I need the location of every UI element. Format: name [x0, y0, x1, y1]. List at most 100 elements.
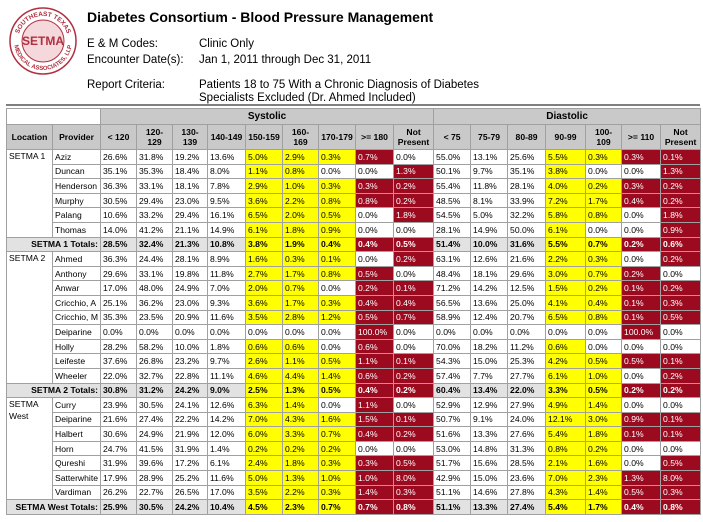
value-cell: 55.4%: [433, 178, 472, 194]
field-value: Jan 1, 2011 through Dec 31, 2011: [199, 54, 372, 66]
value-cell: 0.5%: [660, 309, 702, 326]
column-header: Not Present: [660, 124, 702, 150]
divider: [6, 104, 700, 106]
value-cell: 0.0%: [545, 324, 587, 340]
value-cell: 41.5%: [136, 440, 173, 457]
value-cell: 12.4%: [470, 309, 509, 326]
value-cell: 0.2%: [585, 440, 623, 457]
value-cell: 3.3%: [282, 426, 319, 442]
total-value: 10.4%: [207, 499, 246, 515]
value-cell: 20.9%: [172, 309, 208, 326]
value-cell: 0.9%: [660, 221, 702, 238]
value-cell: 0.5%: [585, 353, 623, 369]
value-cell: 13.1%: [470, 149, 509, 165]
location-cell: SETMA 2: [6, 251, 53, 384]
value-cell: 0.0%: [392, 221, 435, 238]
value-cell: 0.0%: [621, 440, 662, 457]
value-cell: 6.1%: [207, 455, 246, 472]
value-cell: 9.3%: [207, 294, 246, 311]
total-value: 0.6%: [660, 236, 702, 253]
value-cell: 24.1%: [172, 397, 208, 413]
criteria-label: Report Criteria:: [87, 79, 165, 91]
value-cell: 0.9%: [318, 221, 356, 238]
value-cell: 0.2%: [245, 440, 283, 457]
value-cell: 31.9%: [100, 455, 137, 472]
value-cell: 12.1%: [545, 411, 587, 428]
value-cell: 16.1%: [207, 207, 246, 223]
provider-row: Holly 28.2% 58.2% 10.0% 1.8% 0.6% 0.6% 0.0% 0.6%…: [7, 338, 702, 355]
value-cell: 29.4%: [172, 207, 208, 223]
value-cell: 3.6%: [245, 294, 283, 311]
value-cell: 0.0%: [660, 338, 702, 355]
provider-cell: Cricchio, M: [52, 309, 101, 326]
value-cell: 15.0%: [470, 353, 509, 369]
total-row: SETMA West Totals: 25.9% 30.5% 24.2% 10.4% 4.…: [6, 499, 702, 515]
value-cell: 0.0%: [621, 367, 662, 384]
column-header: Location: [6, 124, 53, 150]
total-value: 0.8%: [392, 499, 435, 515]
value-cell: 6.1%: [245, 221, 283, 238]
provider-cell: Deiparine: [52, 324, 101, 340]
value-cell: 2.8%: [282, 309, 319, 326]
provider-cell: Leifeste: [52, 353, 101, 369]
value-cell: 0.1%: [318, 251, 356, 267]
value-cell: 2.0%: [282, 207, 319, 223]
value-cell: 18.2%: [470, 338, 509, 355]
value-cell: 0.3%: [621, 178, 662, 194]
value-cell: 28.9%: [136, 470, 173, 486]
column-header: >= 180: [355, 124, 394, 150]
value-cell: 48.5%: [433, 192, 472, 209]
value-cell: 0.5%: [318, 207, 356, 223]
value-cell: 0.2%: [585, 178, 623, 194]
total-label: SETMA 2 Totals:: [6, 382, 101, 399]
value-cell: 0.0%: [621, 455, 662, 472]
value-cell: 30.5%: [100, 192, 137, 209]
total-value: 0.8%: [660, 499, 702, 515]
value-cell: 0.0%: [318, 397, 356, 413]
bp-table: Systolic Diastolic Location Provider < 120 12…: [6, 108, 702, 515]
value-cell: 0.0%: [621, 207, 662, 223]
value-cell: 25.0%: [507, 294, 547, 311]
value-cell: 0.9%: [621, 411, 662, 428]
provider-row: Murphy 30.5% 29.4% 23.0% 9.5% 3.6% 2.2% 0.8% 0.8…: [7, 192, 702, 209]
value-cell: 23.6%: [507, 470, 547, 486]
value-cell: 0.0%: [585, 163, 623, 180]
value-cell: 50.1%: [433, 163, 472, 180]
value-cell: 22.7%: [136, 484, 173, 501]
value-cell: 0.0%: [392, 149, 435, 165]
provider-cell: Palang: [52, 207, 101, 223]
value-cell: 14.2%: [207, 411, 246, 428]
value-cell: 31.3%: [507, 440, 547, 457]
provider-row: SETMA 2 Ahmed 36.3% 24.4% 28.1% 8.9% 1.6% 0.3% 0…: [6, 251, 702, 384]
value-cell: 27.6%: [507, 426, 547, 442]
value-cell: 0.1%: [621, 426, 662, 442]
value-cell: 2.9%: [245, 178, 283, 194]
value-cell: 17.2%: [172, 455, 208, 472]
value-cell: 0.3%: [392, 484, 435, 501]
total-value: 1.3%: [282, 382, 319, 399]
value-cell: 36.3%: [100, 178, 137, 194]
column-header: 120-129: [136, 124, 173, 150]
value-cell: 0.7%: [585, 265, 623, 282]
value-cell: 2.2%: [282, 192, 319, 209]
value-cell: 57.4%: [433, 367, 472, 384]
value-cell: 0.1%: [660, 411, 702, 428]
value-cell: 1.7%: [585, 192, 623, 209]
value-cell: 7.0%: [245, 411, 283, 428]
value-cell: 0.0%: [660, 397, 702, 413]
value-cell: 7.7%: [470, 367, 509, 384]
value-cell: 0.5%: [660, 455, 702, 472]
value-cell: 0.0%: [585, 338, 623, 355]
total-value: 0.2%: [392, 382, 435, 399]
value-cell: 28.1%: [172, 251, 208, 267]
value-cell: 25.6%: [507, 149, 547, 165]
value-cell: 29.6%: [100, 265, 137, 282]
value-cell: 5.4%: [545, 426, 587, 442]
provider-row: Vardiman 26.2% 22.7% 26.5% 17.0% 3.5% 2.2% 0.3%…: [7, 484, 702, 501]
value-cell: 0.3%: [585, 149, 623, 165]
value-cell: 1.7%: [282, 265, 319, 282]
value-cell: 0.3%: [355, 178, 394, 194]
total-value: 0.2%: [660, 382, 702, 399]
value-cell: 2.7%: [245, 265, 283, 282]
value-cell: 1.4%: [318, 367, 356, 384]
